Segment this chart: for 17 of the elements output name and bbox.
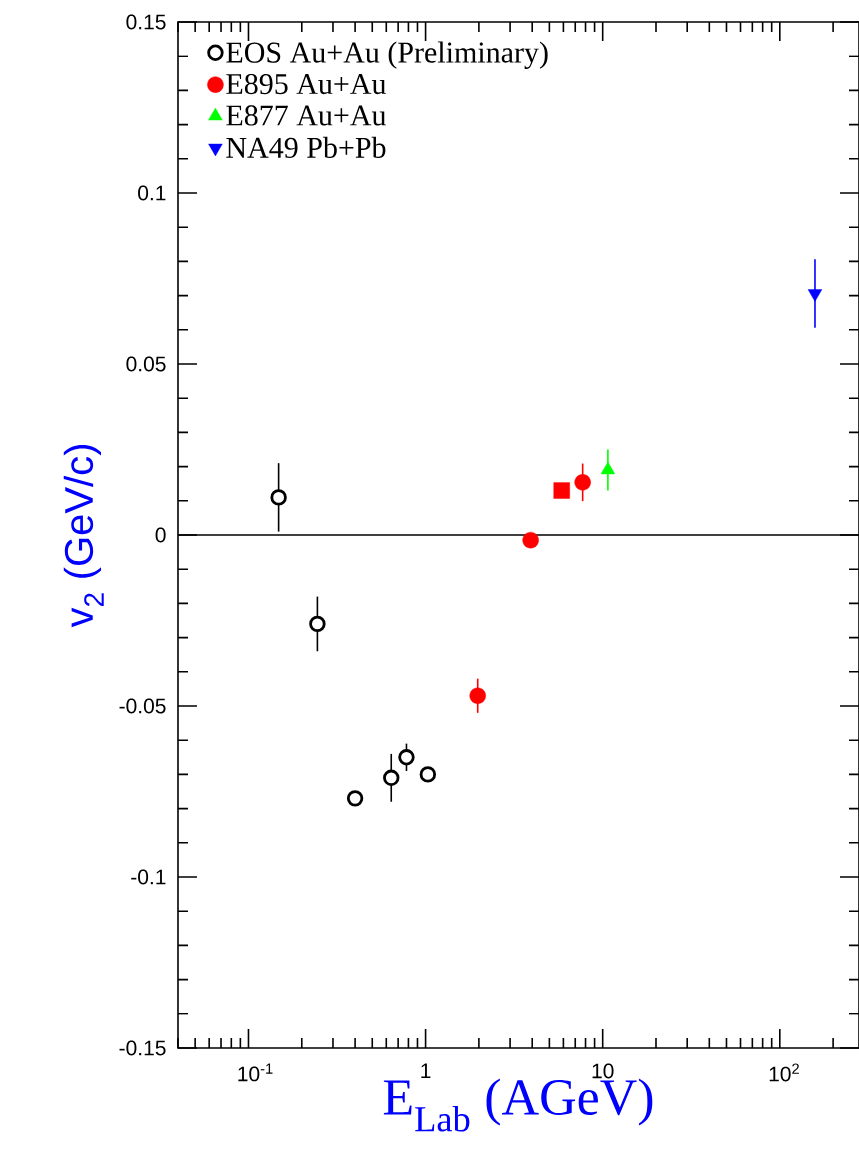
y-tick-label: -0.05 <box>119 698 166 714</box>
y-tick-label: -0.1 <box>131 869 166 885</box>
y-tick-label: 0.05 <box>126 356 166 372</box>
y-tick-label: -0.15 <box>119 1040 166 1056</box>
legend-label: EOS Au+Au (Preliminary) <box>226 41 548 69</box>
x-tick-label: 10$^{2}$ <box>769 1063 799 1082</box>
y-tick-label: 0.15 <box>126 14 166 30</box>
y-axis-title: v$_{2}$ (GeV/c) <box>63 444 104 628</box>
legend-label: NA49 Pb+Pb <box>226 136 386 158</box>
y-tick-label: 0.1 <box>138 185 166 201</box>
legend-label: E877 Au+Au <box>226 105 386 126</box>
y-tick-label: 0 <box>155 527 166 543</box>
x-axis-title: E$_{Lab}$ (AGeV) <box>383 1078 653 1132</box>
x-tick-label: 10 <box>592 1063 614 1079</box>
legend-label: E895 Au+Au <box>226 73 386 95</box>
x-tick-label: 1 <box>421 1063 431 1078</box>
x-tick-label: 10$^{-1}$ <box>238 1063 273 1082</box>
